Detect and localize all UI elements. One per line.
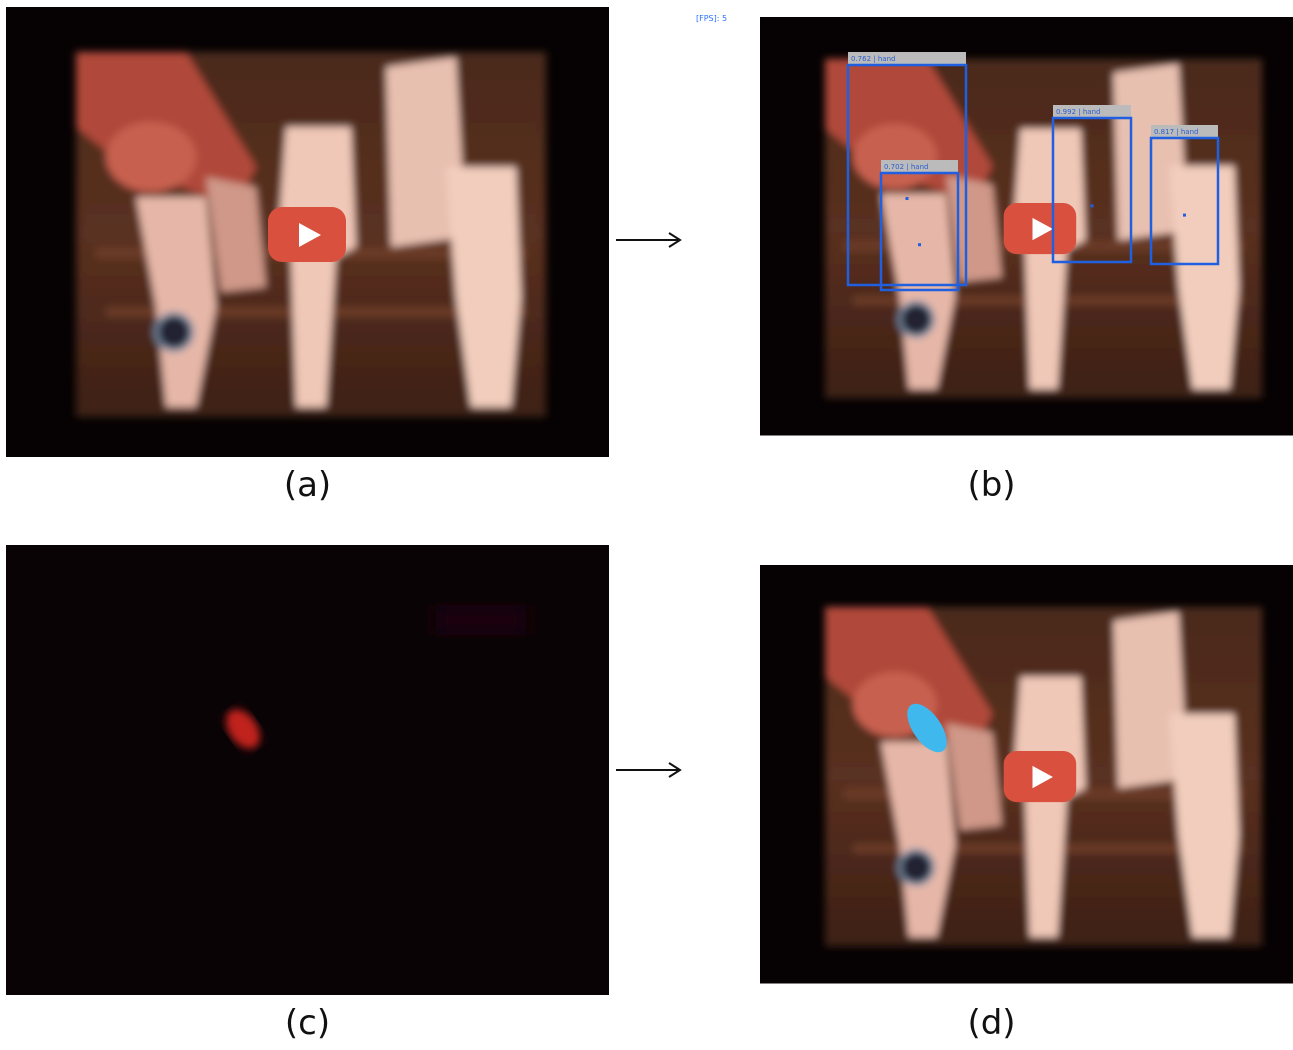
arrow [614, 760, 684, 780]
detection-label: 0.817 | hand [1154, 128, 1198, 136]
panel-label: (b) [690, 465, 1293, 505]
panel-label: (c) [6, 1003, 609, 1043]
photo-c [6, 545, 609, 995]
panel-label: (d) [690, 1003, 1293, 1043]
center-dot [1183, 214, 1186, 217]
detection-label: 0.992 | hand [1056, 108, 1100, 116]
detection-label: 0.762 | hand [851, 55, 895, 63]
panel-label: (a) [6, 465, 609, 505]
center-dot [1091, 204, 1094, 207]
photo-b: [FPS]: 5 0.762 | hand 0.702 | hand 0.992 |… [690, 7, 1293, 457]
page: (a) [FPS]: 5 0.762 | hand 0.702 | hand 0.9… [0, 0, 1293, 1050]
photo-d [690, 545, 1293, 995]
fps-overlay: [FPS]: 5 [696, 14, 727, 23]
detection-label: 0.702 | hand [884, 163, 928, 171]
center-dot [918, 243, 921, 246]
arrow [614, 230, 684, 250]
center-dot [906, 197, 909, 200]
photo-a [6, 7, 609, 457]
